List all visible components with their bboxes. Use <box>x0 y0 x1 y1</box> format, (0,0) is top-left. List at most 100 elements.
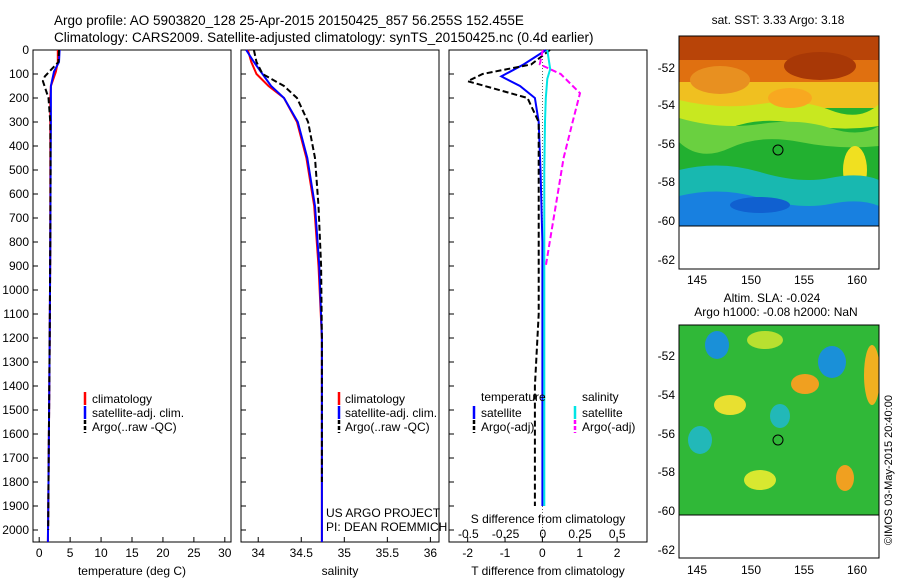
sla-ytick-label: -58 <box>658 465 676 479</box>
series-differences-s-argo-adj- <box>538 49 582 267</box>
sst-ytick-label: -54 <box>658 98 676 112</box>
legend-label-argo: Argo(..raw -QC) <box>92 420 177 434</box>
t-difference-axis-label: T difference from climatology <box>471 564 625 578</box>
t-diff-tick-label: 0 <box>539 546 546 560</box>
depth-tick-label: 2000 <box>2 523 29 537</box>
sst-ytick-label: -60 <box>658 214 676 228</box>
depth-tick-label: 1400 <box>2 379 29 393</box>
salinity-tick-label: 34 <box>252 546 266 560</box>
sla-map-title-2: Argo h1000: -0.08 h2000: NaN <box>694 305 857 319</box>
temperature-tick-label: 15 <box>125 546 139 560</box>
legend-label-argo: Argo(..raw -QC) <box>345 420 430 434</box>
sst-map-frame-lower <box>678 225 880 270</box>
sla-ytick-label: -52 <box>658 349 676 363</box>
depth-tick-label: 1600 <box>2 427 29 441</box>
sla-xtick-label: 150 <box>741 563 761 577</box>
s-difference-axis-label: S difference from climatology <box>471 512 626 526</box>
depth-tick-label: 1300 <box>2 355 29 369</box>
s-diff-tick-label: 0.25 <box>568 527 592 541</box>
legend-label-t-argo: Argo(-adj) <box>481 420 534 434</box>
sla-xtick-label: 155 <box>794 563 814 577</box>
sst-xtick-label: 145 <box>687 273 707 287</box>
sst-ytick-label: -56 <box>658 137 676 151</box>
legend-label-s-argo: Argo(-adj) <box>582 420 635 434</box>
sst-map-axes: -52 -54 -56 -58 -60 -62 145 150 155 160 <box>658 61 868 287</box>
sst-map-image <box>679 36 879 226</box>
sla-ytick-label: -60 <box>658 504 676 518</box>
s-diff-tick-label: -0.5 <box>458 527 479 541</box>
temperature-tick-label: 25 <box>187 546 201 560</box>
salinity-panel-frame <box>240 49 440 543</box>
depth-tick-label: 1500 <box>2 403 29 417</box>
series-differences-t-argo-adj- <box>464 49 551 506</box>
t-diff-tick-label: 2 <box>614 546 621 560</box>
header-line-1: Argo profile: AO 5903820_128 25-Apr-2015… <box>54 13 524 28</box>
series-salinity-satellite-adj-clim- <box>245 49 323 542</box>
temperature-tick-label: 5 <box>67 546 74 560</box>
sst-ytick-label: -52 <box>658 61 676 75</box>
t-diff-tick-label: -2 <box>462 546 473 560</box>
sla-argo-location-marker <box>772 434 784 446</box>
depth-tick-label: 700 <box>9 211 29 225</box>
depth-axis: 0 100 200 300 400 500 600 700 800 900 1000 1100 1200… <box>2 43 454 537</box>
t-diff-tick-label: -1 <box>500 546 511 560</box>
sla-map-axes: -52 -54 -56 -58 -60 -62 145 150 155 160 <box>658 349 868 577</box>
s-diff-tick-label: 0.5 <box>609 527 626 541</box>
salinity-axis-label: salinity <box>322 564 359 578</box>
sst-xtick-label: 155 <box>794 273 814 287</box>
legend-title-temperature: temperature <box>481 390 546 404</box>
salinity-tick-label: 35.5 <box>376 546 400 560</box>
difference-legend: temperature satellite Argo(-adj) salinit… <box>472 390 635 434</box>
legend-label-t-satellite: satellite <box>481 406 522 420</box>
temperature-legend: climatology satellite-adj. clim. Argo(..… <box>83 392 184 434</box>
legend-title-salinity: salinity <box>582 390 619 404</box>
depth-tick-label: 0 <box>22 43 29 57</box>
depth-tick-label: 1200 <box>2 331 29 345</box>
temperature-tick-label: 30 <box>218 546 232 560</box>
temperature-panel-frame <box>32 49 232 543</box>
sst-argo-location-marker <box>772 144 784 156</box>
depth-tick-label: 600 <box>9 187 29 201</box>
legend-label-climatology: climatology <box>345 392 405 406</box>
difference-panel-frame <box>448 49 648 543</box>
sla-map-image <box>679 325 879 515</box>
sla-map-frame-lower <box>678 514 880 559</box>
depth-tick-label: 1900 <box>2 499 29 513</box>
sla-ytick-label: -56 <box>658 427 676 441</box>
salinity-tick-label: 34.5 <box>290 546 314 560</box>
depth-tick-label: 1700 <box>2 451 29 465</box>
legend-label-s-satellite: satellite <box>582 406 623 420</box>
salinity-legend: climatology satellite-adj. clim. Argo(..… <box>326 392 447 534</box>
legend-label-satellite: satellite-adj. clim. <box>345 406 437 420</box>
depth-tick-label: 500 <box>9 163 29 177</box>
series-salinity-climatology <box>246 49 323 542</box>
depth-tick-label: 200 <box>9 91 29 105</box>
temperature-axis-label: temperature (deg C) <box>78 564 186 578</box>
sla-xtick-label: 160 <box>847 563 867 577</box>
s-diff-tick-label: 0 <box>539 527 546 541</box>
sst-ytick-label: -62 <box>658 253 676 267</box>
t-diff-tick-label: 1 <box>576 546 583 560</box>
series-differences-s-satellite <box>543 49 552 506</box>
s-diff-tick-label: -0.25 <box>492 527 520 541</box>
sst-xtick-label: 150 <box>741 273 761 287</box>
salinity-tick-label: 35 <box>338 546 352 560</box>
temperature-tick-label: 20 <box>156 546 170 560</box>
profile-series <box>41 49 582 543</box>
pi-note: PI: DEAN ROEMMICH <box>326 520 447 534</box>
salinity-tick-label: 36 <box>424 546 438 560</box>
sst-xtick-label: 160 <box>847 273 867 287</box>
depth-tick-label: 100 <box>9 67 29 81</box>
sla-map-title-1: Altim. SLA: -0.024 <box>724 291 821 305</box>
series-temperature-argo-raw-qc- <box>41 49 60 531</box>
header-line-2: Climatology: CARS2009. Satellite-adjuste… <box>54 30 594 45</box>
depth-tick-label: 300 <box>9 115 29 129</box>
series-salinity-argo-raw-qc- <box>252 49 323 482</box>
project-note: US ARGO PROJECT <box>326 506 441 520</box>
depth-tick-label: 1100 <box>3 307 29 321</box>
legend-label-climatology: climatology <box>92 392 152 406</box>
x-axis-ticks: 0 5 10 15 20 25 30 34 34.5 35 35.5 36 -2 -1 0 1 2 -0.5 -0.… <box>36 527 626 560</box>
sst-ytick-label: -58 <box>658 175 676 189</box>
temperature-tick-label: 0 <box>36 546 43 560</box>
